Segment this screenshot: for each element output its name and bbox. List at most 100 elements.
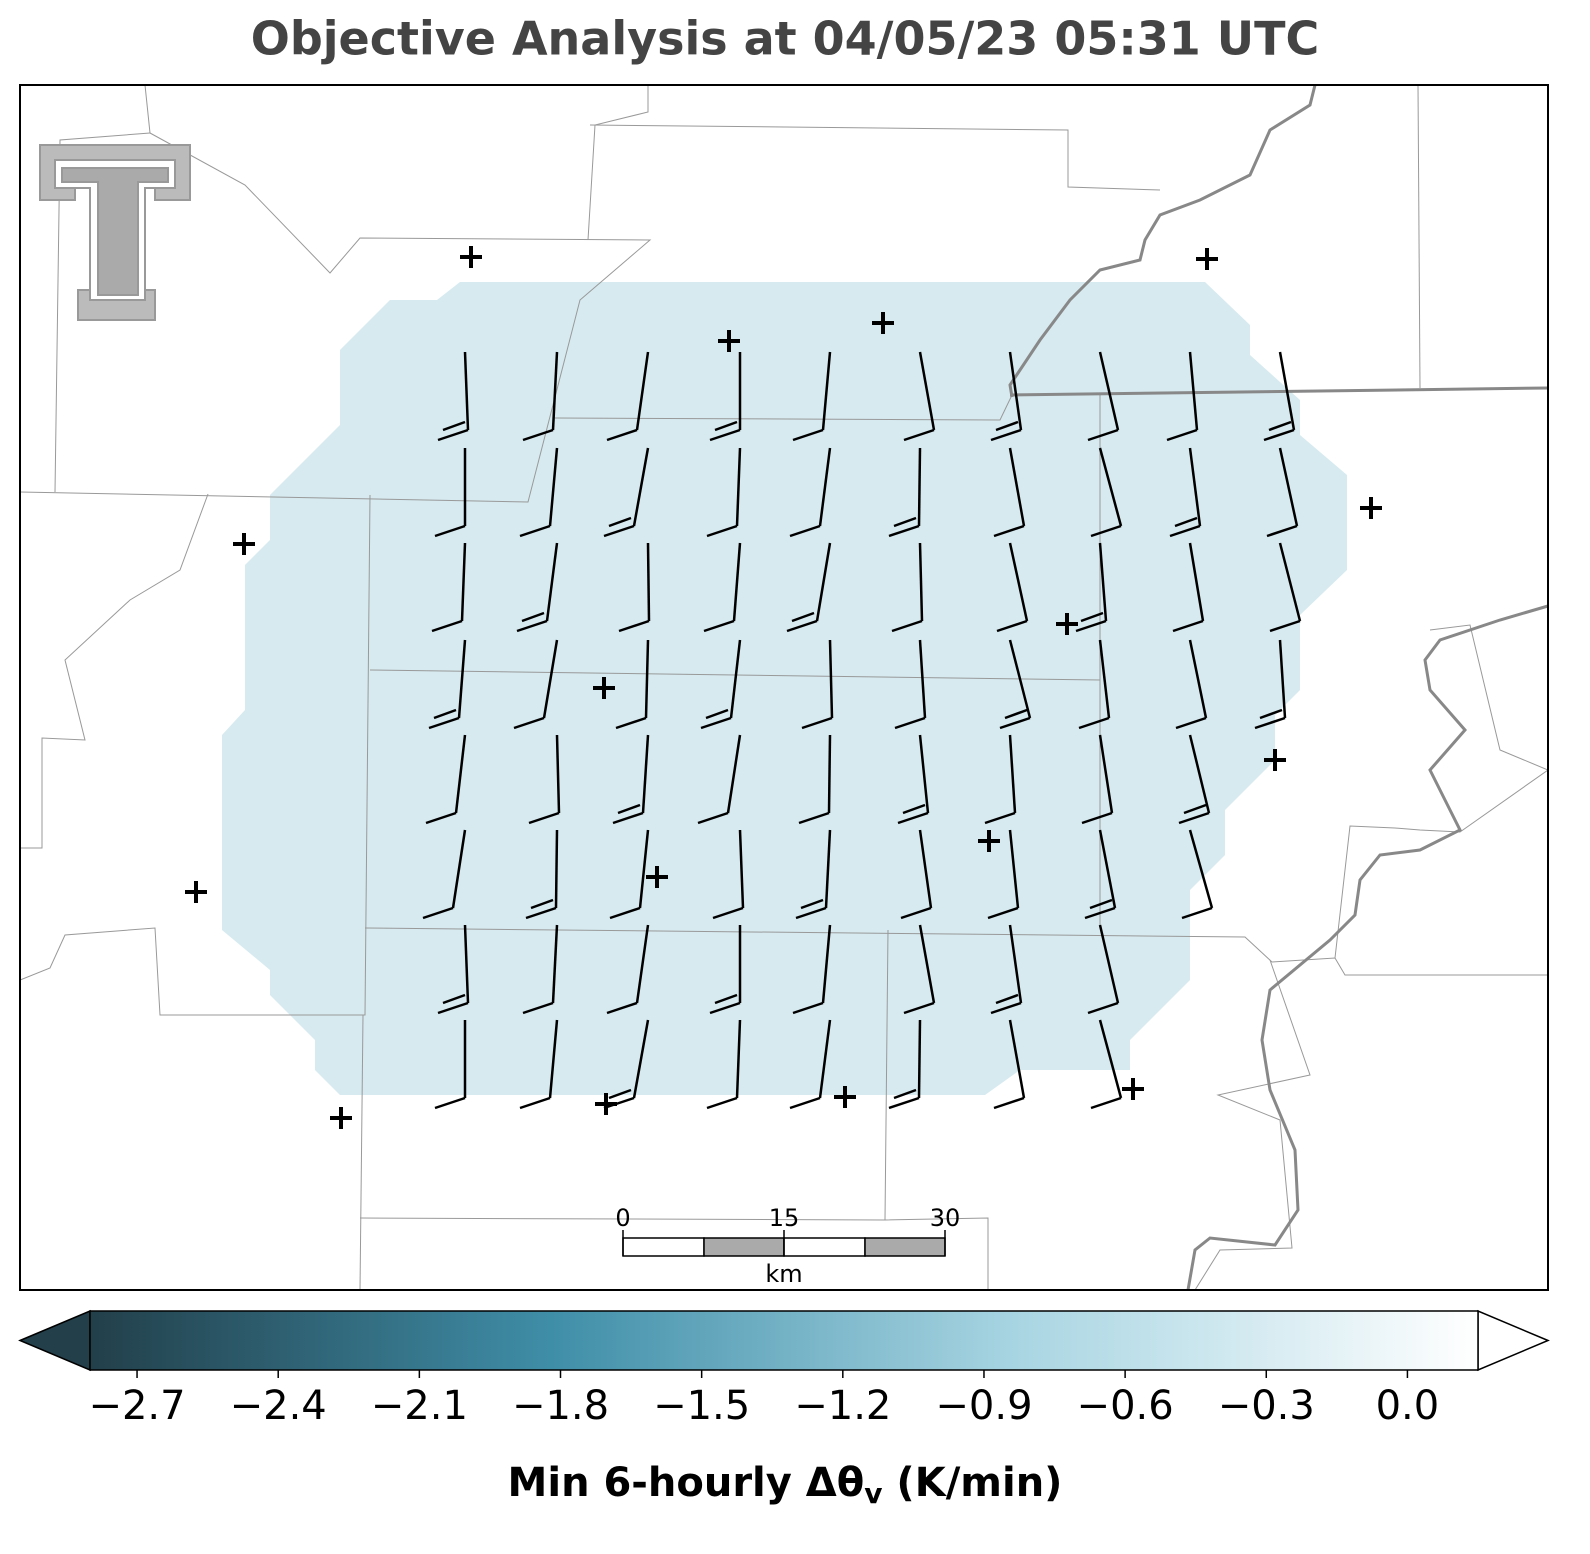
barb-flag (800, 898, 824, 910)
map-frame (19, 84, 1549, 1291)
scale-bar (622, 1230, 946, 1257)
barb-flag (987, 906, 1019, 920)
barb-flag (1174, 516, 1198, 528)
barb-flag (603, 524, 635, 538)
barb-staff (548, 447, 559, 527)
scale-unit: km (765, 1260, 802, 1288)
barb-flag (893, 1088, 917, 1100)
barb-flag (1183, 803, 1207, 815)
colorbar-tick-label: −0.3 (1218, 1383, 1315, 1429)
barb-staff (1008, 542, 1029, 622)
colorbar-tick-label: −2.4 (230, 1383, 327, 1429)
barb-flag (428, 716, 460, 730)
barb-staff (1188, 447, 1202, 527)
barb-flag (513, 716, 545, 730)
scale-tick-label: 30 (930, 1204, 961, 1232)
barb-flag (903, 428, 935, 442)
barb-flag (516, 619, 548, 633)
logo (39, 144, 191, 321)
barb-flag (521, 611, 545, 623)
colorbar-body (89, 1310, 1479, 1371)
colorbar-tick-label: −1.5 (653, 1383, 750, 1429)
barb-staff (821, 924, 832, 1004)
barb-flag (990, 1001, 1022, 1015)
colorbar: −2.7 −2.4 −2.1 −1.8 −1.5 −1.2 −0.9 −0.6 −0.3 0.0 (18, 1309, 1550, 1429)
barb-flag (712, 906, 744, 920)
barb-staff (644, 639, 650, 719)
barb-staff (1278, 542, 1302, 622)
barb-staff (635, 351, 650, 431)
barb-flag (995, 420, 1019, 432)
barb-staff (821, 351, 832, 431)
barb-staff (918, 734, 930, 814)
barb-staff (1098, 542, 1108, 622)
barb-staff (918, 829, 933, 909)
barb-staff (457, 639, 467, 719)
label-text: Min 6-hourly Δθ (508, 1460, 865, 1506)
barb-flag (789, 1096, 821, 1110)
barb-staff (542, 639, 559, 719)
barb-flag (706, 1096, 738, 1110)
barb-staff (918, 542, 924, 622)
barb-flag (1080, 611, 1104, 623)
barb-flag (703, 619, 735, 633)
barb-staff (729, 639, 742, 719)
wind-barbs (422, 351, 1302, 1110)
barb-staff (1008, 924, 1023, 1004)
barb-flag (530, 898, 554, 910)
barb-flag (608, 1088, 632, 1100)
barb-flag (431, 619, 463, 633)
barb-flag (1269, 619, 1301, 633)
barb-flag (606, 428, 638, 442)
barb-staff (463, 924, 470, 1004)
barb-flag (990, 428, 1022, 442)
barb-flag (786, 619, 818, 633)
barb-flag (434, 1096, 466, 1110)
barb-flag (437, 428, 469, 442)
barb-staff (463, 351, 470, 431)
barb-staff (1098, 924, 1120, 1004)
colorbar-tick-label: −0.6 (1077, 1383, 1174, 1429)
barb-flag (618, 619, 650, 633)
barb-flag (900, 906, 932, 920)
barb-staff (827, 734, 832, 814)
barb-staff (1188, 639, 1208, 719)
scale-tick-label: 0 (615, 1204, 630, 1232)
barb-flag (789, 524, 821, 538)
barb-flag (903, 1001, 935, 1015)
barb-flag (603, 1096, 635, 1110)
barb-flag (1268, 420, 1292, 432)
barb-staff (726, 734, 742, 814)
barb-flag (1084, 906, 1116, 920)
barb-flag (801, 716, 833, 730)
colorbar-tick-label: −1.2 (794, 1383, 891, 1429)
colorbar-tick-label: −2.1 (371, 1383, 468, 1429)
barb-staff (454, 734, 467, 814)
barb-flag (705, 708, 729, 720)
barb-flag (617, 803, 641, 815)
barb-staff (1188, 734, 1211, 814)
barb-flag (1004, 708, 1028, 720)
barb-flag (519, 524, 551, 538)
boundaries (20, 85, 1548, 1290)
barb-flag (894, 716, 926, 730)
barb-flag (995, 993, 1019, 1005)
barb-flag (888, 524, 920, 538)
barb-flag (434, 524, 466, 538)
colorbar-extend-high (1477, 1309, 1550, 1372)
barb-flag (996, 619, 1028, 633)
barb-staff (818, 1019, 832, 1099)
barb-staff (551, 924, 559, 1004)
barb-flag (709, 1001, 741, 1015)
barb-staff (738, 829, 745, 909)
barb-flag (706, 524, 738, 538)
barb-flag (984, 811, 1016, 825)
barb-flag (1263, 428, 1295, 442)
barb-flag (525, 906, 557, 920)
colorbar-label: Min 6-hourly Δθv (K/min) (508, 1460, 1063, 1510)
title: Objective Analysis at 04/05/23 05:31 UTC (251, 12, 1320, 66)
barb-staff (548, 1019, 559, 1099)
barb-flag (993, 524, 1025, 538)
barb-flag (1166, 428, 1198, 442)
barb-staff (918, 351, 936, 431)
